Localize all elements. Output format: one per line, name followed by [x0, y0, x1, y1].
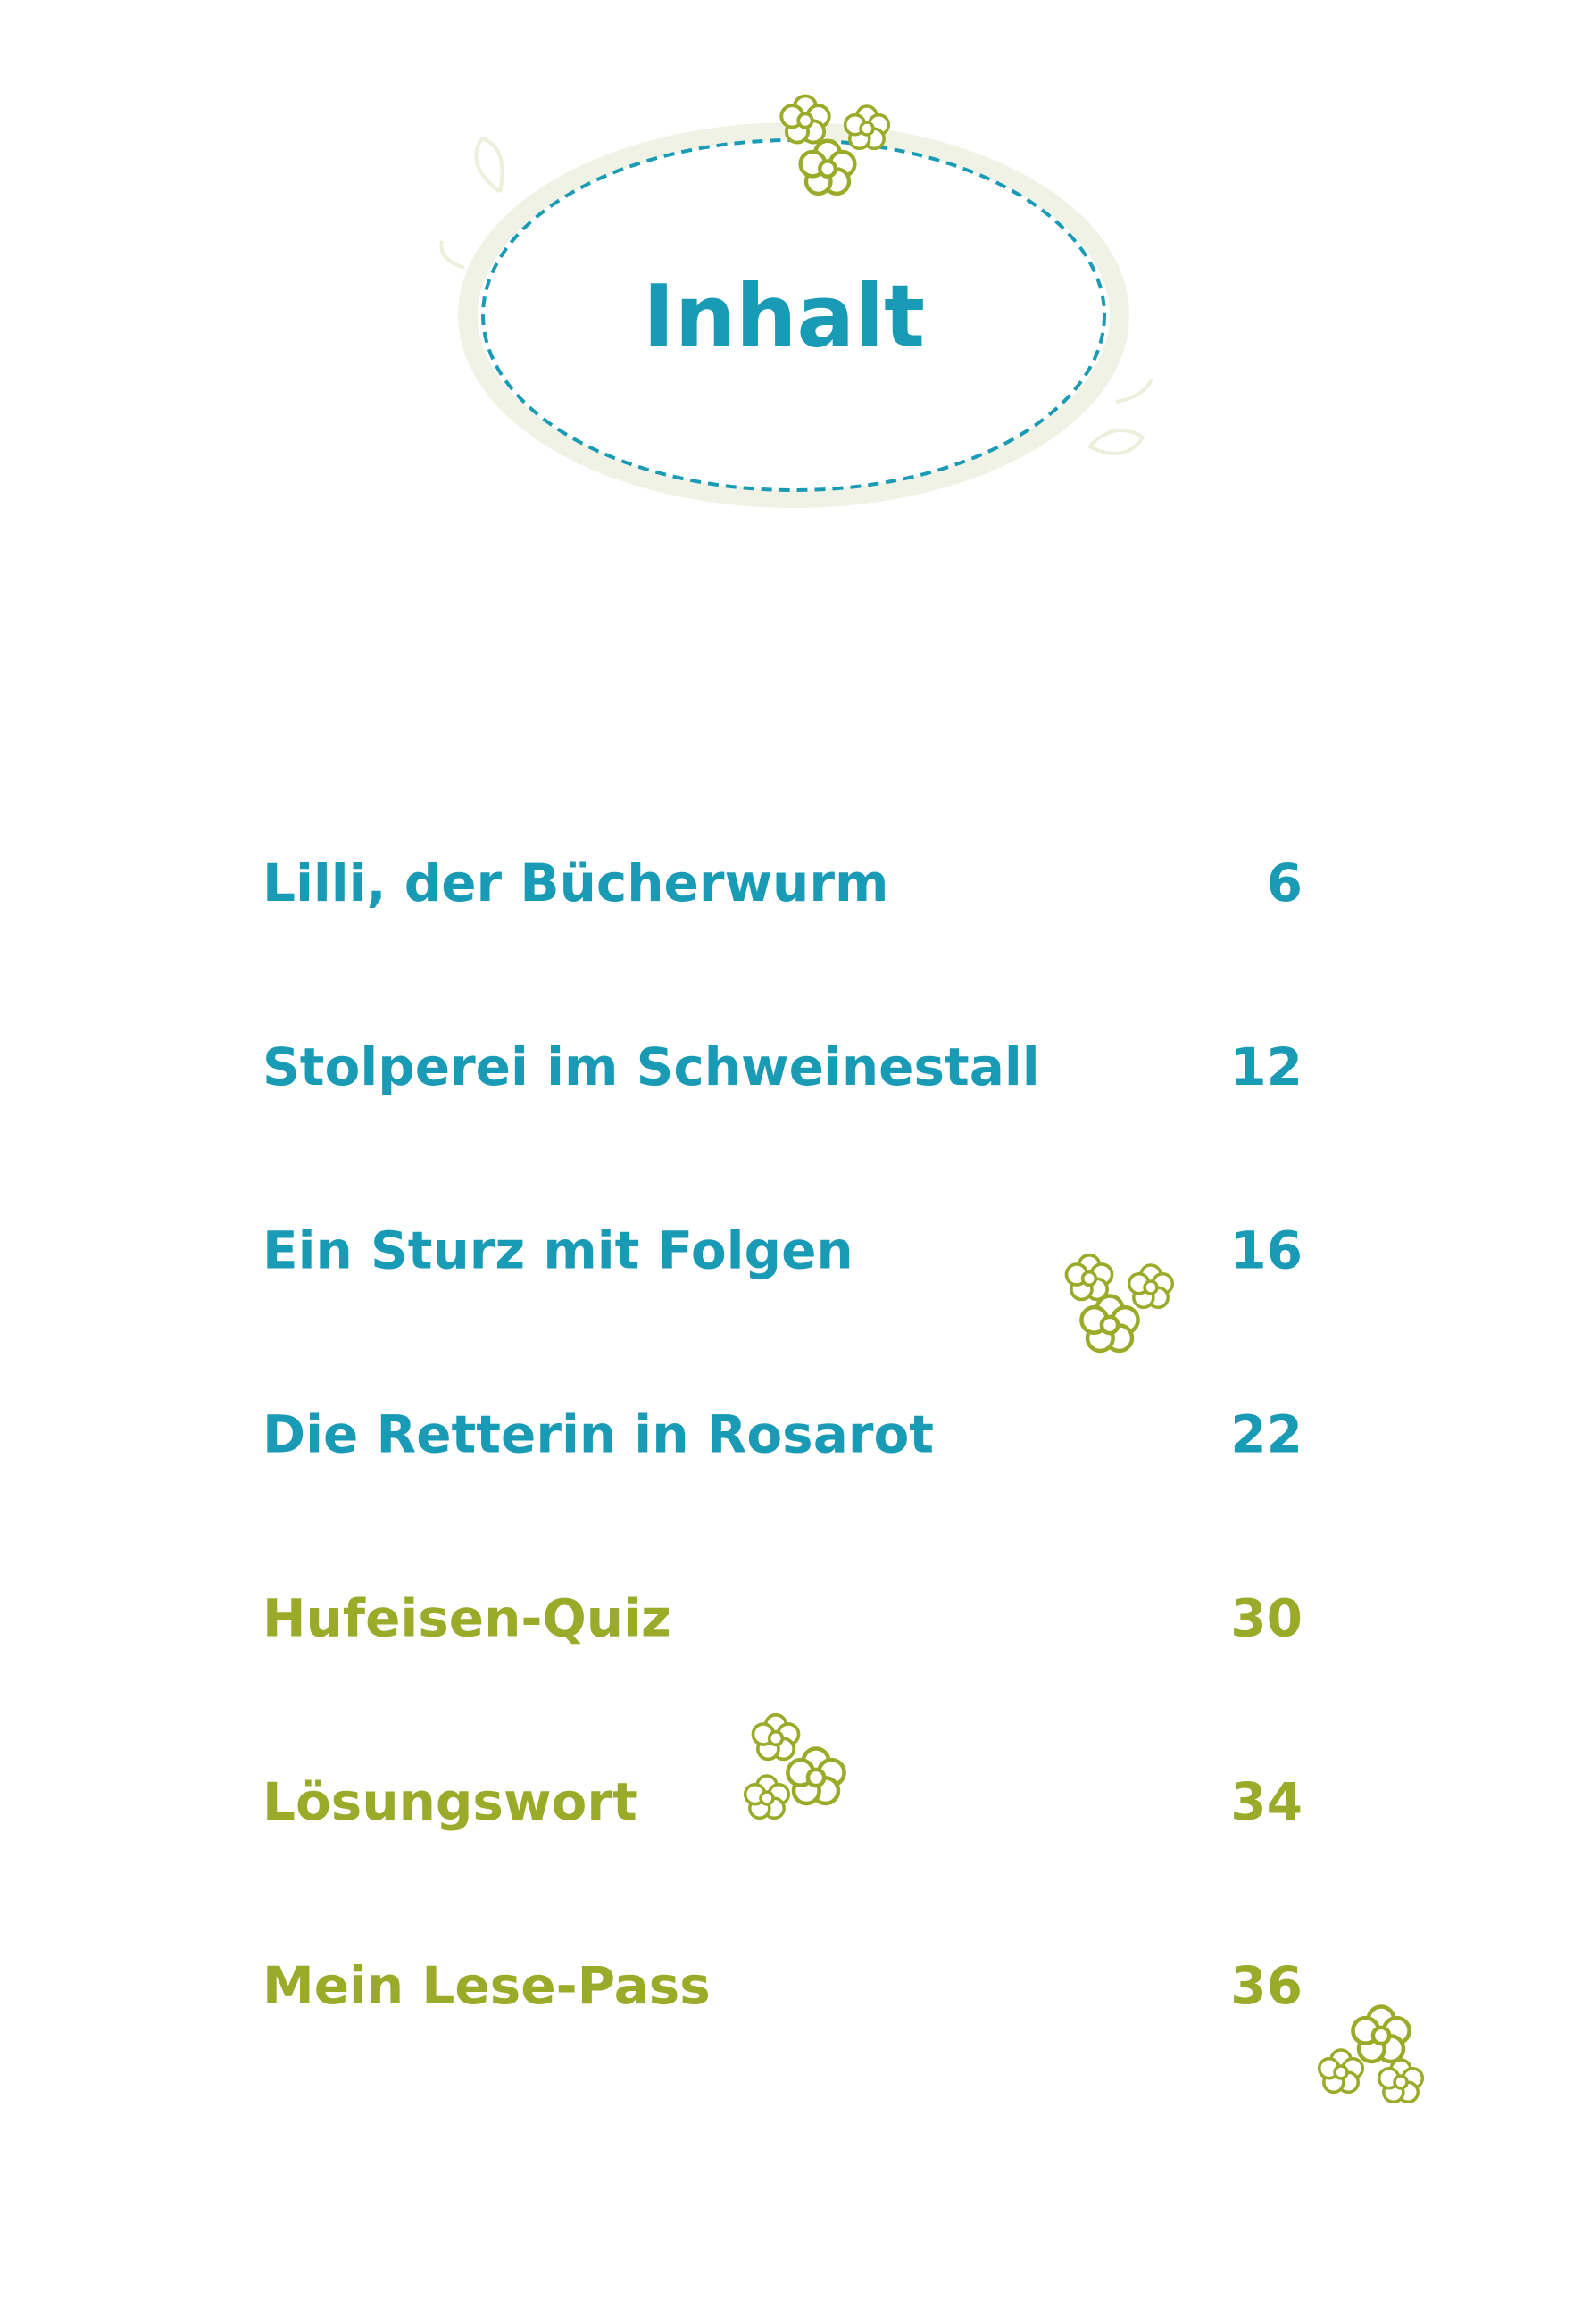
toc-entry: Lilli, der Bücherwurm 6 — [262, 853, 1303, 913]
entry-page: 6 — [1267, 853, 1303, 913]
toc-entry: Ein Sturz mit Folgen 16 — [262, 1220, 1303, 1281]
entry-title: Ein Sturz mit Folgen — [262, 1220, 853, 1281]
entry-title: Stolperei im Schweinestall — [262, 1037, 1040, 1097]
entry-page: 12 — [1230, 1037, 1303, 1097]
page-title: Inhalt — [643, 266, 925, 366]
entry-page: 30 — [1230, 1587, 1303, 1648]
entry-title: Lilli, der Bücherwurm — [262, 853, 888, 913]
toc-list: Lilli, der Bücherwurm 6 Stolperei im Schwe… — [262, 853, 1303, 2016]
entry-title: Mein Lese-Pass — [262, 1955, 711, 2016]
entry-title: Hufeisen-Quiz — [262, 1587, 671, 1648]
toc-entry: Die Retterin in Rosarot 22 — [262, 1404, 1303, 1465]
entry-page: 16 — [1230, 1220, 1303, 1281]
entry-page: 34 — [1230, 1771, 1303, 1832]
toc-entry: Lösungswort 34 — [262, 1771, 1303, 1832]
toc-entry: Hufeisen-Quiz 30 — [262, 1587, 1303, 1648]
toc-entry: Stolperei im Schweinestall 12 — [262, 1037, 1303, 1097]
entry-title: Lösungswort — [262, 1771, 637, 1832]
entry-title: Die Retterin in Rosarot — [262, 1404, 934, 1465]
toc-entry: Mein Lese-Pass 36 — [262, 1955, 1303, 2016]
entry-page: 36 — [1230, 1955, 1303, 2016]
entry-page: 22 — [1230, 1404, 1303, 1465]
